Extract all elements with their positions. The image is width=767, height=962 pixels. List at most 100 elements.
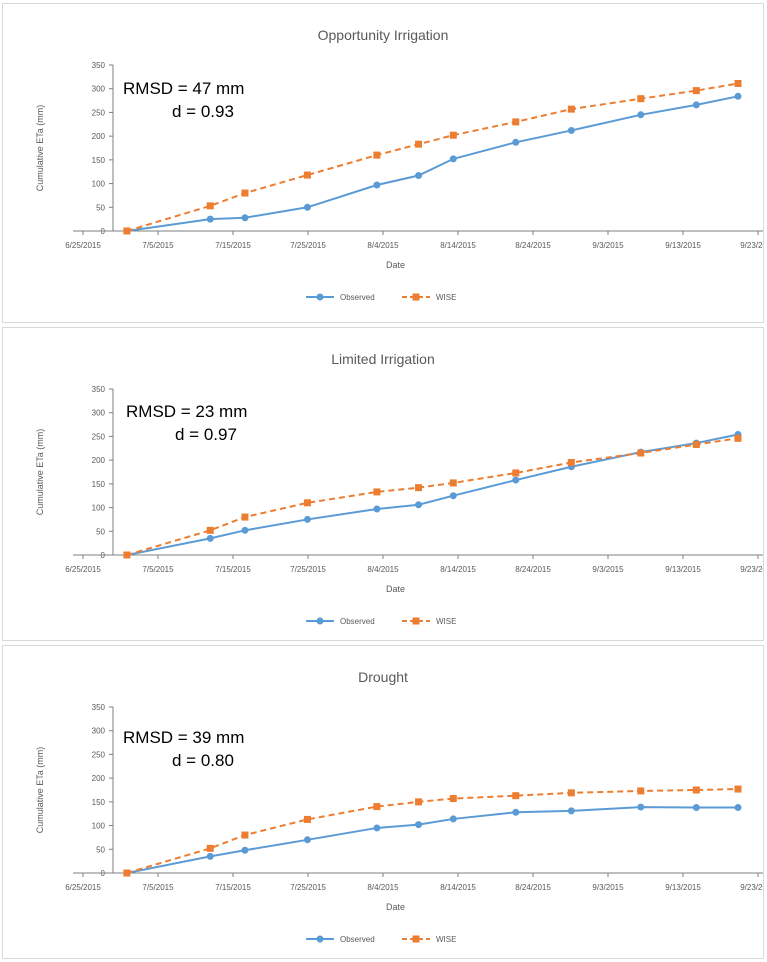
data-point xyxy=(303,515,311,523)
data-point xyxy=(734,434,742,442)
data-point xyxy=(241,214,249,222)
x-tick-label: 8/4/2015 xyxy=(367,565,399,574)
x-tick-label: 8/14/2015 xyxy=(440,565,476,574)
series-observed xyxy=(123,803,742,877)
data-point xyxy=(123,869,131,877)
series-wise xyxy=(123,434,742,559)
data-point xyxy=(512,476,520,484)
data-point xyxy=(692,804,700,812)
x-tick-label: 7/25/2015 xyxy=(290,241,326,250)
x-tick-label: 9/23/2015 xyxy=(740,241,763,250)
chart-title: Opportunity Irrigation xyxy=(318,27,449,43)
x-tick-label: 9/13/2015 xyxy=(665,241,701,250)
data-point xyxy=(512,792,520,800)
data-point xyxy=(206,534,214,542)
series-wise xyxy=(123,79,742,235)
data-point xyxy=(692,786,700,794)
legend-label: WISE xyxy=(436,935,456,944)
x-tick-label: 7/5/2015 xyxy=(142,883,174,892)
data-point xyxy=(373,181,381,189)
series-observed xyxy=(123,431,742,559)
data-point xyxy=(449,155,457,163)
legend-marker xyxy=(316,617,324,625)
chart-panel-limited-irrigation: Limited Irrigation0501001502002503003506… xyxy=(2,327,764,641)
data-point xyxy=(567,105,575,113)
chart-panel-drought: Drought0501001502002503003506/25/20157/5… xyxy=(2,645,764,959)
x-tick-label: 8/14/2015 xyxy=(440,883,476,892)
y-tick-label: 250 xyxy=(92,432,106,441)
y-tick-label: 100 xyxy=(92,822,106,831)
x-tick-label: 8/4/2015 xyxy=(367,241,399,250)
data-point xyxy=(241,513,249,521)
y-tick-label: 300 xyxy=(92,85,106,94)
legend-label: Observed xyxy=(340,935,375,944)
rmsd-label: RMSD = 47 mm xyxy=(123,79,245,98)
y-tick-label: 100 xyxy=(92,180,106,189)
data-point xyxy=(512,469,520,477)
data-point xyxy=(241,189,249,197)
x-tick-label: 9/13/2015 xyxy=(665,565,701,574)
x-tick-label: 6/25/2015 xyxy=(65,241,101,250)
y-tick-label: 250 xyxy=(92,108,106,117)
x-tick-label: 9/23/2015 xyxy=(740,883,763,892)
y-tick-label: 150 xyxy=(92,156,106,165)
y-tick-label: 300 xyxy=(92,409,106,418)
data-point xyxy=(206,215,214,223)
data-point xyxy=(692,101,700,109)
y-axis-title: Cumulative ETa (mm) xyxy=(35,105,45,192)
data-point xyxy=(734,804,742,812)
data-point xyxy=(512,138,520,146)
data-point xyxy=(449,492,457,500)
data-point xyxy=(637,787,645,795)
data-point xyxy=(123,551,131,559)
x-tick-label: 8/14/2015 xyxy=(440,241,476,250)
data-point xyxy=(449,795,457,803)
data-point xyxy=(637,111,645,119)
data-point xyxy=(734,785,742,793)
x-tick-label: 9/3/2015 xyxy=(592,241,624,250)
chart-svg: Drought0501001502002503003506/25/20157/5… xyxy=(35,669,763,944)
data-point xyxy=(512,118,520,126)
chart-title: Limited Irrigation xyxy=(331,351,435,367)
data-point xyxy=(567,789,575,797)
data-point xyxy=(206,844,214,852)
x-tick-label: 7/15/2015 xyxy=(215,883,251,892)
x-axis-title: Date xyxy=(386,584,405,594)
rmsd-label: RMSD = 39 mm xyxy=(123,728,245,747)
y-tick-label: 50 xyxy=(96,845,105,854)
data-point xyxy=(567,126,575,134)
x-axis-title: Date xyxy=(386,902,405,912)
y-tick-label: 350 xyxy=(92,61,106,70)
series-line xyxy=(126,437,739,556)
y-tick-label: 200 xyxy=(92,774,106,783)
data-point xyxy=(415,798,423,806)
data-point xyxy=(303,203,311,211)
x-tick-label: 9/13/2015 xyxy=(665,883,701,892)
x-tick-label: 6/25/2015 xyxy=(65,565,101,574)
legend-label: Observed xyxy=(340,617,375,626)
data-point xyxy=(206,852,214,860)
data-point xyxy=(449,479,457,487)
legend-label: Observed xyxy=(340,293,375,302)
legend-marker xyxy=(412,935,420,943)
legend: Observed WISE xyxy=(306,293,456,302)
d-label: d = 0.93 xyxy=(172,102,234,121)
data-point xyxy=(449,815,457,823)
data-point xyxy=(692,87,700,95)
legend-marker xyxy=(412,617,420,625)
series-wise xyxy=(123,785,742,877)
legend-marker xyxy=(316,935,324,943)
y-tick-label: 50 xyxy=(96,527,105,536)
legend-label: WISE xyxy=(436,617,456,626)
data-point xyxy=(373,505,381,513)
series-line xyxy=(126,433,739,556)
data-point xyxy=(303,815,311,823)
data-point xyxy=(373,824,381,832)
data-point xyxy=(567,459,575,467)
legend-marker xyxy=(412,293,420,301)
stats-annotation: RMSD = 47 mm d = 0.93 xyxy=(123,77,244,123)
x-tick-label: 9/23/2015 xyxy=(740,565,763,574)
y-tick-label: 350 xyxy=(92,703,106,712)
series-line xyxy=(126,788,739,874)
data-point xyxy=(415,821,423,829)
